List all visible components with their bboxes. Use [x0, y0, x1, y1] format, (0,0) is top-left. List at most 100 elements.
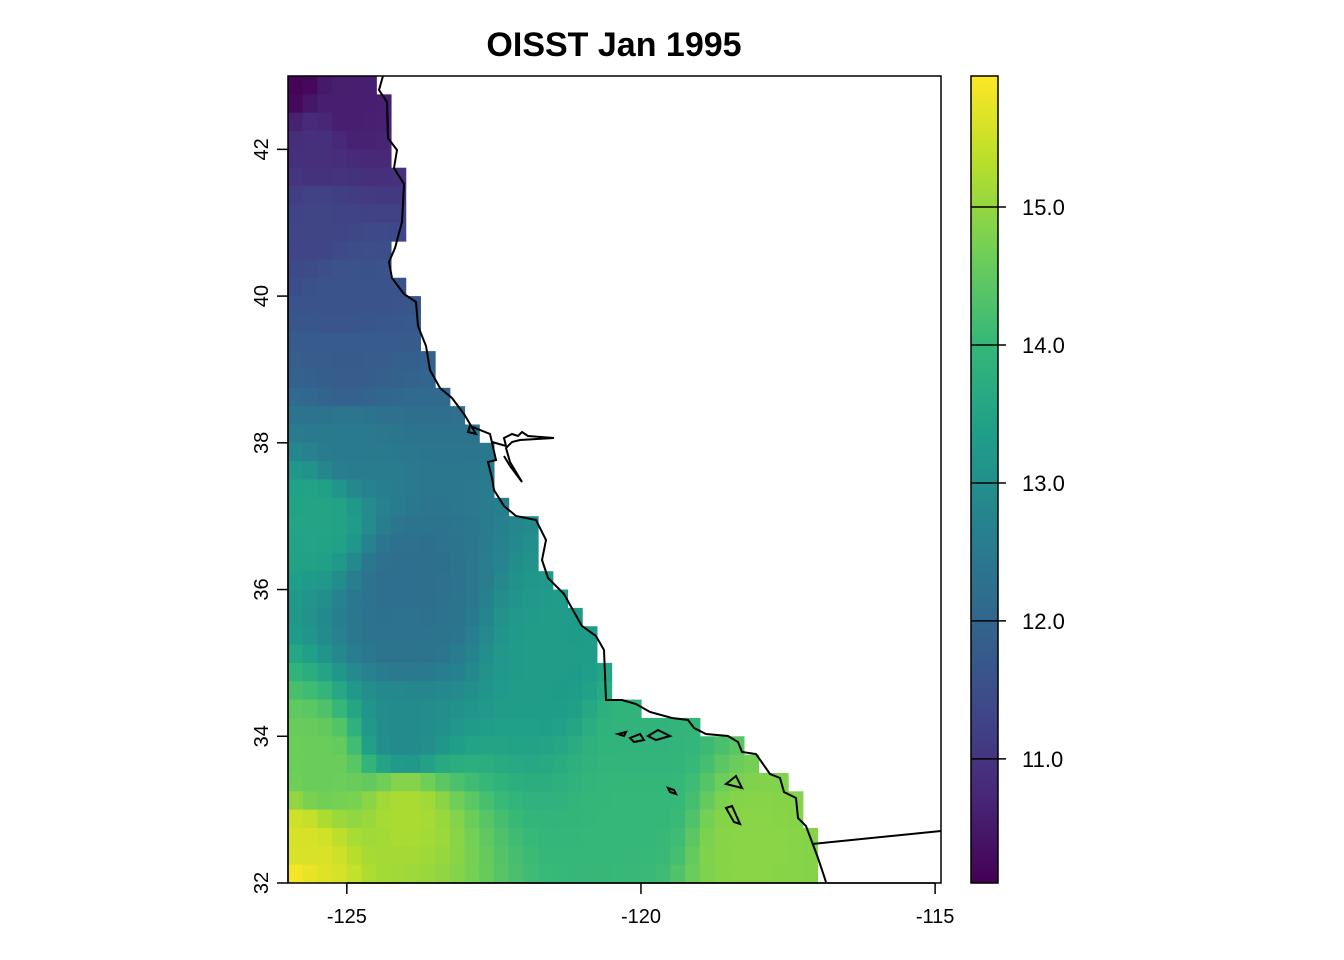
sst-cell: [435, 681, 451, 701]
sst-cell: [288, 296, 304, 316]
sst-cell: [508, 681, 524, 701]
sst-cell: [332, 571, 348, 591]
sst-cell: [332, 497, 348, 517]
sst-cell: [449, 571, 466, 591]
sst-cell: [346, 809, 363, 829]
sst-cell: [361, 259, 377, 279]
sst-cell: [714, 846, 730, 866]
sst-cell: [376, 754, 392, 774]
sst-cell: [699, 736, 716, 756]
y-tick-label: 40: [251, 285, 273, 307]
sst-cell: [714, 809, 730, 829]
sst-cell: [405, 791, 421, 811]
sst-cell: [420, 754, 436, 774]
sst-cell: [346, 772, 363, 792]
sst-cell: [582, 846, 598, 866]
sst-cell: [390, 406, 407, 426]
sst-cell: [376, 772, 392, 792]
sst-cell: [302, 699, 319, 719]
sst-cell: [346, 736, 363, 756]
sst-cell: [538, 662, 554, 682]
sst-cell: [302, 644, 319, 664]
sst-cell: [317, 626, 333, 646]
sst-cell: [361, 864, 377, 883]
sst-cell: [405, 424, 421, 444]
sst-cell: [567, 699, 583, 719]
sst-cell: [435, 626, 451, 646]
sst-cell: [449, 717, 466, 737]
sst-cell: [435, 864, 451, 883]
sst-cell: [552, 736, 569, 756]
sst-cell: [361, 131, 377, 150]
sst-cell: [685, 736, 701, 756]
sst-cell: [288, 241, 304, 261]
sst-cell: [758, 791, 774, 811]
sst-cell: [302, 314, 319, 334]
sst-cell: [479, 736, 495, 756]
sst-cell: [332, 662, 348, 682]
sst-cell: [802, 864, 819, 883]
sst-cell: [317, 277, 333, 297]
sst-cell: [317, 662, 333, 682]
sst-cell: [361, 332, 377, 352]
sst-cell: [596, 827, 613, 847]
sst-cell: [302, 369, 319, 389]
sst-cell: [420, 387, 436, 407]
sst-cell: [493, 552, 510, 572]
sst-cell: [479, 662, 495, 682]
sst-cell: [596, 864, 613, 883]
y-tick-label: 42: [251, 138, 273, 160]
sst-cell: [302, 552, 319, 572]
sst-cell: [302, 76, 319, 95]
sst-cell: [479, 717, 495, 737]
sst-cell: [582, 644, 598, 664]
sst-cell: [567, 717, 583, 737]
sst-cell: [405, 332, 421, 352]
sst-cell: [449, 681, 466, 701]
sst-cell: [390, 204, 407, 224]
sst-cell: [640, 864, 657, 883]
sst-cell: [508, 864, 524, 883]
sst-cell: [626, 736, 642, 756]
sst-cell: [479, 607, 495, 627]
sst-cell: [640, 736, 657, 756]
sst-cell: [376, 827, 392, 847]
sst-cell: [405, 681, 421, 701]
sst-cell: [699, 846, 716, 866]
sst-cell: [552, 791, 569, 811]
sst-cell: [317, 387, 333, 407]
sst-cell: [390, 772, 407, 792]
sst-cell: [493, 717, 510, 737]
sst-cell: [302, 754, 319, 774]
x-tick-label: -120: [621, 906, 661, 928]
sst-cell: [361, 442, 377, 462]
sst-cell: [567, 662, 583, 682]
sst-cell: [420, 516, 436, 536]
sst-cell: [302, 296, 319, 316]
sst-cell: [523, 772, 539, 792]
sst-cell: [405, 699, 421, 719]
sst-cell: [405, 387, 421, 407]
sst-cell: [376, 571, 392, 591]
sst-cell: [302, 259, 319, 279]
sst-cell: [332, 717, 348, 737]
sst-cell: [699, 791, 716, 811]
sst-cell: [361, 571, 377, 591]
sst-cell: [376, 296, 392, 316]
sst-cell: [611, 699, 627, 719]
sst-cell: [435, 736, 451, 756]
sst-cell: [332, 516, 348, 536]
coastline: [377, 76, 941, 883]
sst-cell: [596, 772, 613, 792]
sst-cell: [317, 827, 333, 847]
sst-cell: [552, 717, 569, 737]
sst-cell: [685, 827, 701, 847]
map-title: OISST Jan 1995: [486, 26, 741, 64]
sst-cell: [288, 186, 304, 205]
sst-cell: [420, 424, 436, 444]
sst-cell: [449, 772, 466, 792]
sst-cell: [538, 791, 554, 811]
sst-cell: [405, 662, 421, 682]
sst-cell: [302, 571, 319, 591]
sst-cell: [317, 717, 333, 737]
